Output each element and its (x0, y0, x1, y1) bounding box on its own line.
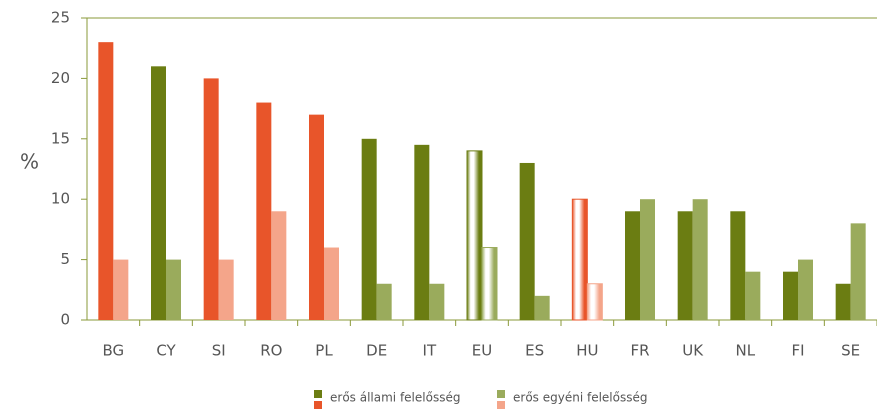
bar (850, 223, 866, 320)
y-tick-label: 25 (51, 9, 70, 27)
bar (835, 283, 851, 320)
bar (640, 199, 655, 320)
bar (376, 283, 392, 320)
bar (625, 211, 640, 320)
x-tick-label: IT (423, 342, 437, 360)
bar (466, 150, 483, 321)
bar (783, 271, 798, 320)
x-tick-label: HU (576, 342, 598, 360)
x-tick-label: ES (525, 342, 544, 360)
bar (429, 283, 445, 320)
x-tick-label: FI (791, 342, 804, 360)
bar (414, 144, 430, 320)
y-tick-label: 5 (60, 250, 70, 268)
y-tick-label: 0 (60, 311, 70, 329)
bar (151, 66, 166, 320)
x-tick-label: FR (630, 342, 649, 360)
bar (730, 211, 746, 320)
x-tick-label: DE (366, 342, 387, 360)
legend-swatch (314, 401, 322, 409)
bar (271, 211, 287, 320)
bar (98, 42, 114, 320)
y-tick-label: 15 (51, 129, 70, 147)
x-tick-label: UK (682, 342, 704, 360)
bar (692, 199, 708, 320)
bar (309, 114, 324, 320)
bar (519, 162, 535, 320)
x-tick-label: SI (212, 342, 226, 360)
bar (166, 259, 181, 320)
bar (256, 102, 272, 320)
bar (218, 259, 234, 320)
bar (481, 247, 498, 321)
x-tick-label: BG (103, 342, 125, 360)
bar (203, 78, 219, 321)
y-tick-label: 20 (51, 69, 70, 87)
bar (677, 211, 693, 320)
legend-label: erős állami felelősség (330, 391, 460, 405)
bar (361, 138, 377, 320)
y-tick-label: 10 (51, 190, 70, 208)
bar (571, 198, 588, 321)
x-tick-label: SE (841, 342, 860, 360)
bar (798, 259, 813, 320)
x-tick-label: EU (472, 342, 492, 360)
bar (113, 259, 129, 320)
legend-swatch (497, 401, 505, 409)
x-tick-label: PL (315, 342, 333, 360)
x-tick-label: NL (736, 342, 756, 360)
bar (534, 295, 550, 320)
legend-swatch (314, 390, 322, 398)
bar (324, 247, 339, 320)
x-tick-label: RO (260, 342, 282, 360)
x-tick-label: CY (156, 342, 176, 360)
y-axis-label: % (20, 150, 39, 174)
bar (745, 271, 761, 320)
legend-label: erős egyéni felelősség (513, 391, 647, 405)
bar (586, 283, 603, 321)
legend-swatch (497, 390, 505, 398)
